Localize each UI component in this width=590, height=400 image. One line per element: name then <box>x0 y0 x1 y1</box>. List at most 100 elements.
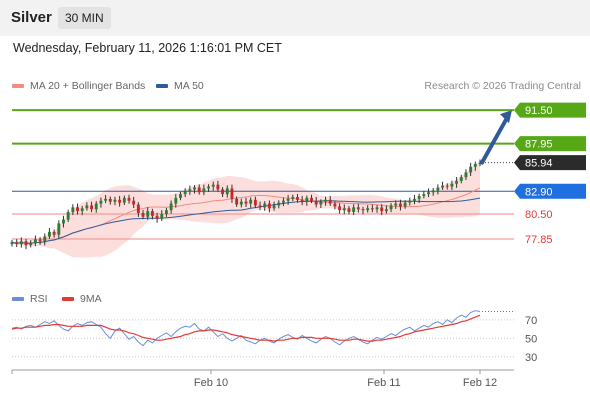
candle-body <box>99 200 103 204</box>
candle-body <box>277 202 281 206</box>
candle-body <box>436 187 440 191</box>
ma9-swatch <box>62 297 74 302</box>
candle-body <box>478 162 482 164</box>
candle-body <box>338 206 342 211</box>
candle-body <box>319 201 323 205</box>
ma9-label: 9MA <box>80 293 102 305</box>
candle-body <box>62 219 65 224</box>
candle-body <box>188 189 192 192</box>
bollinger-swatch <box>12 84 24 89</box>
candle-body <box>370 208 374 210</box>
candle-body <box>431 190 435 193</box>
candle-body <box>71 207 75 213</box>
candle-body <box>253 199 257 206</box>
candle-body <box>427 192 430 195</box>
candle-body <box>459 177 463 181</box>
candle-body <box>347 208 351 213</box>
candle-body <box>384 209 388 212</box>
support-label: 77.85 <box>525 234 553 246</box>
bollinger-label: MA 20 + Bollinger Bands <box>30 80 146 92</box>
candle-body <box>225 188 229 195</box>
resistance-label: 91.50 <box>525 105 553 117</box>
candle-body <box>76 207 79 212</box>
candle-body <box>136 204 140 214</box>
resistance-tag <box>514 136 586 152</box>
candle-body <box>455 180 459 184</box>
forecast-arrow-head <box>500 110 512 124</box>
candle-body <box>193 187 196 190</box>
ma50-line <box>11 197 481 244</box>
candle-body <box>80 208 84 212</box>
candle-body <box>169 203 173 211</box>
candle-body <box>239 201 243 205</box>
candle-body <box>122 197 126 203</box>
candle-body <box>197 187 201 193</box>
candle-body <box>146 211 150 217</box>
rsi-line <box>11 310 481 347</box>
candle-body <box>118 199 122 203</box>
candle-body <box>211 184 215 187</box>
last-label: 85.94 <box>525 158 553 170</box>
candle-body <box>328 199 332 204</box>
candle-body <box>19 241 23 245</box>
pivot-tag <box>514 183 586 199</box>
candle-body <box>263 203 267 208</box>
candle-body <box>174 197 178 204</box>
candle-body <box>380 207 384 212</box>
instrument-title: Silver <box>11 9 52 26</box>
timeframe-badge[interactable]: 30 MIN <box>58 7 111 29</box>
candle-body <box>469 166 473 173</box>
candle-body <box>244 201 248 204</box>
candle-body <box>356 207 360 210</box>
ma50-label: MA 50 <box>174 80 204 92</box>
x-tick-label: Feb 11 <box>367 377 400 389</box>
candle-body <box>221 189 225 195</box>
candle-body <box>15 242 19 245</box>
rsi-label: RSI <box>30 293 48 305</box>
candle-body <box>132 200 136 205</box>
candle-body <box>310 197 313 201</box>
candle-body <box>291 196 295 199</box>
candle-body <box>296 196 299 200</box>
candle-body <box>389 205 393 210</box>
candle-body <box>394 203 398 206</box>
candle-body <box>141 213 145 217</box>
candle-body <box>43 236 47 242</box>
ma50-swatch <box>156 84 168 89</box>
candle-body <box>216 184 220 190</box>
rsi-tick-label: 30 <box>525 352 537 364</box>
candle-body <box>10 242 14 245</box>
legend-rsi: RSI <box>12 293 48 305</box>
candle-body <box>164 210 168 214</box>
candle-body <box>90 205 94 210</box>
candle-body <box>324 199 328 202</box>
candle-body <box>57 223 61 235</box>
candle-body <box>230 188 234 199</box>
candle-body <box>342 208 346 211</box>
candle-body <box>333 203 337 207</box>
candle-body <box>24 241 28 246</box>
legend-ma50: MA 50 <box>156 80 204 92</box>
candle-body <box>94 203 98 210</box>
x-tick-label: Feb 12 <box>463 377 497 389</box>
datetime-label: Wednesday, February 11, 2026 1:16:01 PM … <box>13 41 282 55</box>
candle-body <box>272 205 276 209</box>
candle-body <box>258 205 262 208</box>
candle-body <box>66 212 70 220</box>
candle-body <box>413 198 416 201</box>
candle-body <box>366 208 370 211</box>
rsi-tick-label: 70 <box>525 315 537 327</box>
candle-body <box>38 239 42 242</box>
candle-body <box>104 198 108 201</box>
research-credit: Research © 2026 Trading Central <box>424 80 581 92</box>
candle-body <box>361 209 365 211</box>
candle-body <box>281 200 285 203</box>
candle-body <box>398 203 402 207</box>
candle-body <box>408 200 412 203</box>
forecast-arrow <box>480 114 510 165</box>
candle-body <box>375 207 379 210</box>
candle-body <box>417 196 421 199</box>
rsi-ma9-line <box>11 314 481 342</box>
candle-body <box>464 172 468 178</box>
support-label: 80.50 <box>525 209 553 221</box>
